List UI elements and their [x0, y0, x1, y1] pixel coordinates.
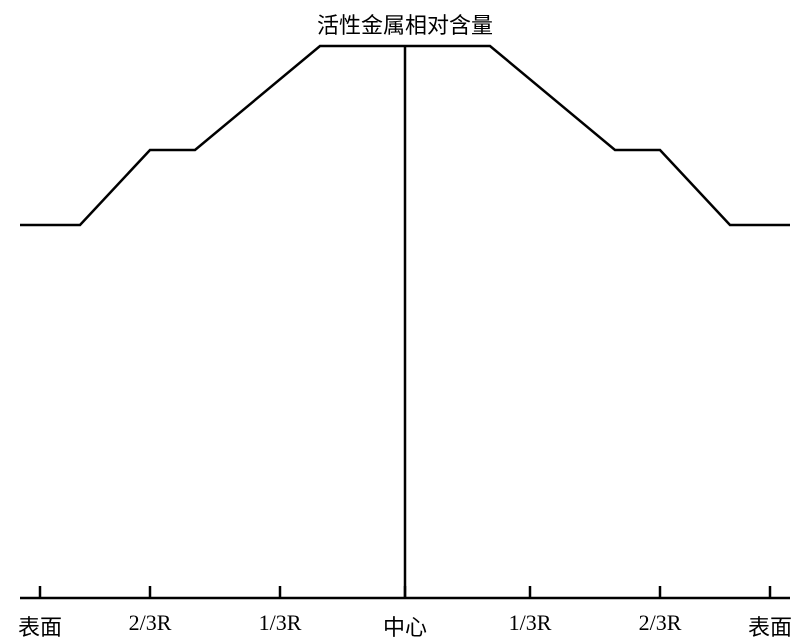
axis-tick-label: 2/3R	[129, 610, 172, 636]
chart-title: 活性金属相对含量	[317, 8, 493, 40]
axis-tick-label: 中心	[383, 610, 427, 642]
chart-container: 活性金属相对含量 表面 2/3R 1/3R 中心 1/3R 2/3R 表面	[0, 0, 807, 644]
axis-tick-label: 表面	[748, 610, 792, 642]
axis-tick-label: 表面	[18, 610, 62, 642]
axis-tick-label: 2/3R	[639, 610, 682, 636]
axis-tick-label: 1/3R	[509, 610, 552, 636]
axis-tick-label: 1/3R	[259, 610, 302, 636]
chart-svg	[0, 0, 807, 644]
